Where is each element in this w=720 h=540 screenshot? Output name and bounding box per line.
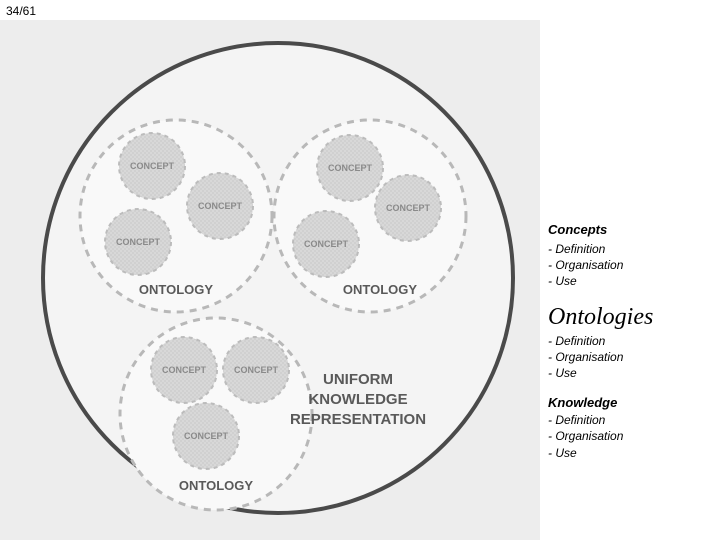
page-counter: 34/61 xyxy=(6,4,36,18)
sidebar: Concepts - Definition - Organisation - U… xyxy=(540,222,716,475)
bullet: - Organisation xyxy=(548,428,716,444)
svg-text:CONCEPT: CONCEPT xyxy=(328,163,373,173)
bullet: - Use xyxy=(548,273,716,289)
bullet: - Definition xyxy=(548,412,716,428)
bullet: - Organisation xyxy=(548,257,716,273)
bullet: - Use xyxy=(548,445,716,461)
svg-text:CONCEPT: CONCEPT xyxy=(386,203,431,213)
svg-text:CONCEPT: CONCEPT xyxy=(234,365,279,375)
heading-knowledge: Knowledge xyxy=(548,395,716,410)
heading-ontologies: Ontologies xyxy=(548,304,716,331)
svg-text:ONTOLOGY: ONTOLOGY xyxy=(179,478,253,493)
ontology-diagram: CONCEPT CONCEPT CONCEPT ONTOLOGY CONCEPT CONC… xyxy=(0,20,540,540)
section-knowledge: Knowledge - Definition - Organisation - … xyxy=(548,395,716,461)
bullet: - Definition xyxy=(548,241,716,257)
section-concepts: Concepts - Definition - Organisation - U… xyxy=(548,222,716,290)
bullet: - Definition xyxy=(548,333,716,349)
bullets-ontologies: - Definition - Organisation - Use xyxy=(548,333,716,382)
svg-text:KNOWLEDGE: KNOWLEDGE xyxy=(308,391,407,408)
diagram-area: CONCEPT CONCEPT CONCEPT ONTOLOGY CONCEPT CONC… xyxy=(0,20,540,540)
svg-text:ONTOLOGY: ONTOLOGY xyxy=(343,282,417,297)
section-ontologies: Ontologies - Definition - Organisation -… xyxy=(548,304,716,382)
bullet: - Use xyxy=(548,365,716,381)
svg-text:ONTOLOGY: ONTOLOGY xyxy=(139,282,213,297)
svg-text:CONCEPT: CONCEPT xyxy=(130,161,175,171)
svg-text:CONCEPT: CONCEPT xyxy=(116,237,161,247)
svg-text:CONCEPT: CONCEPT xyxy=(162,365,207,375)
bullets-knowledge: - Definition - Organisation - Use xyxy=(548,412,716,461)
bullets-concepts: - Definition - Organisation - Use xyxy=(548,241,716,290)
svg-text:CONCEPT: CONCEPT xyxy=(304,239,349,249)
svg-text:CONCEPT: CONCEPT xyxy=(198,201,243,211)
bullet: - Organisation xyxy=(548,349,716,365)
svg-text:CONCEPT: CONCEPT xyxy=(184,431,229,441)
svg-text:REPRESENTATION: REPRESENTATION xyxy=(290,411,426,428)
svg-text:UNIFORM: UNIFORM xyxy=(323,371,393,388)
heading-concepts: Concepts xyxy=(548,222,716,237)
